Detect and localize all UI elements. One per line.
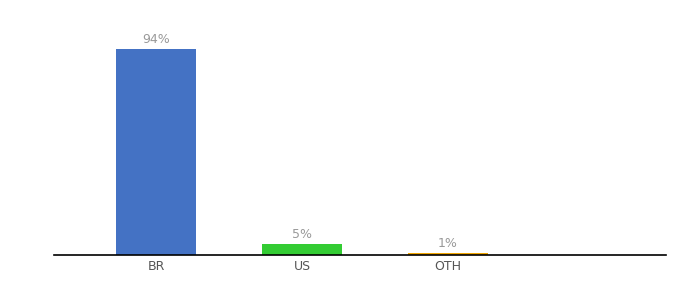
Bar [408,253,488,255]
Bar [262,244,342,255]
Text: 94%: 94% [143,33,170,46]
Bar [116,49,197,255]
Text: 1%: 1% [438,236,458,250]
Text: 5%: 5% [292,228,312,241]
